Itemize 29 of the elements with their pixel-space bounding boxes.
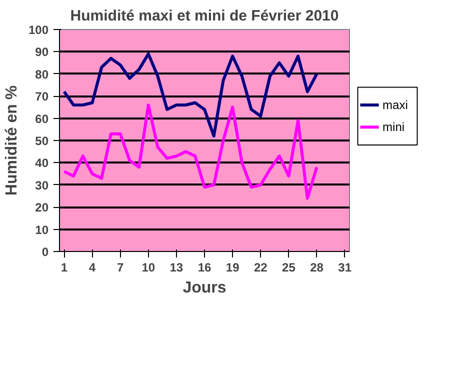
y-tick-label: 30 (35, 178, 49, 192)
x-tick-label: 10 (142, 260, 156, 274)
y-tick-label: 0 (42, 245, 49, 259)
chart-title: Humidité maxi et mini de Février 2010 (70, 8, 339, 24)
legend-label: mini (382, 120, 405, 134)
y-tick-label: 70 (35, 90, 49, 104)
y-tick-label: 10 (35, 222, 49, 237)
y-tick-label: 40 (35, 156, 49, 170)
x-tick-label: 25 (282, 260, 296, 274)
y-tick-label: 50 (35, 134, 49, 148)
x-tick-label: 13 (170, 260, 184, 274)
y-tick-label: 20 (35, 200, 49, 215)
x-tick-label: 7 (116, 260, 124, 274)
y-axis-title: Humidité en % (3, 85, 20, 196)
x-axis-title: Jours (182, 280, 226, 296)
line-series (62, 52, 318, 138)
y-tick-label: 60 (35, 112, 49, 126)
legend-label: maxi (382, 98, 408, 112)
line-series (62, 103, 318, 200)
y-tick-label: 90 (35, 45, 49, 60)
x-tick-label: 22 (254, 260, 268, 274)
x-tick-label: 16 (198, 260, 212, 274)
y-tick-label: 100 (28, 23, 49, 37)
x-tick-label: 31 (338, 260, 352, 274)
x-tick-label: 19 (226, 260, 240, 274)
x-tick-label: 28 (310, 260, 324, 274)
y-tick-label: 80 (35, 67, 49, 82)
x-tick-label: 4 (88, 260, 96, 274)
x-tick-label: 1 (60, 260, 68, 274)
